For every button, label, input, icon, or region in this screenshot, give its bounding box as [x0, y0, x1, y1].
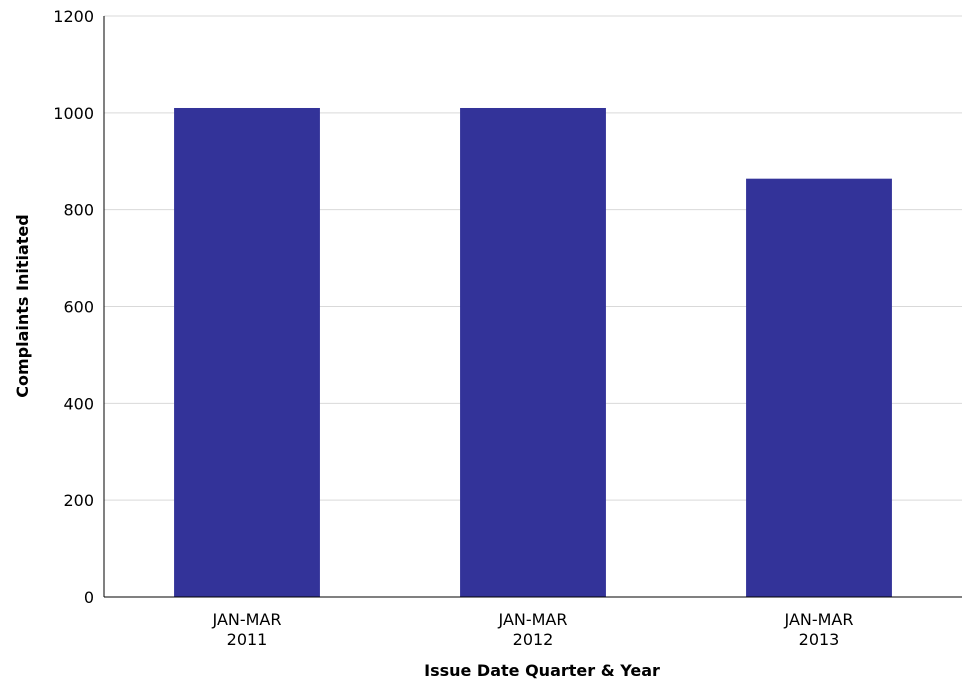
axes: [103, 16, 962, 598]
y-tick-labels: 0 200 400 600 800 1000 1200: [53, 7, 94, 607]
y-tick-label: 400: [63, 394, 94, 413]
x-tick-label: 2011: [227, 630, 268, 649]
bars: [174, 107, 892, 597]
y-axis-title: Complaints Initiated: [13, 214, 32, 397]
bar: [746, 178, 892, 597]
x-tick-label: JAN-MAR: [212, 610, 282, 629]
x-tick-label: JAN-MAR: [784, 610, 854, 629]
x-tick-label: JAN-MAR: [498, 610, 568, 629]
y-tick-label: 0: [84, 588, 94, 607]
y-tick-label: 1000: [53, 104, 94, 123]
x-tick-label: 2013: [799, 630, 840, 649]
bar: [174, 107, 320, 597]
y-tick-label: 1200: [53, 7, 94, 26]
y-tick-label: 200: [63, 491, 94, 510]
x-tick-label: 2012: [513, 630, 554, 649]
bar: [460, 107, 606, 597]
y-tick-label: 600: [63, 298, 94, 317]
y-tick-label: 800: [63, 201, 94, 220]
x-axis-title: Issue Date Quarter & Year: [424, 661, 660, 680]
